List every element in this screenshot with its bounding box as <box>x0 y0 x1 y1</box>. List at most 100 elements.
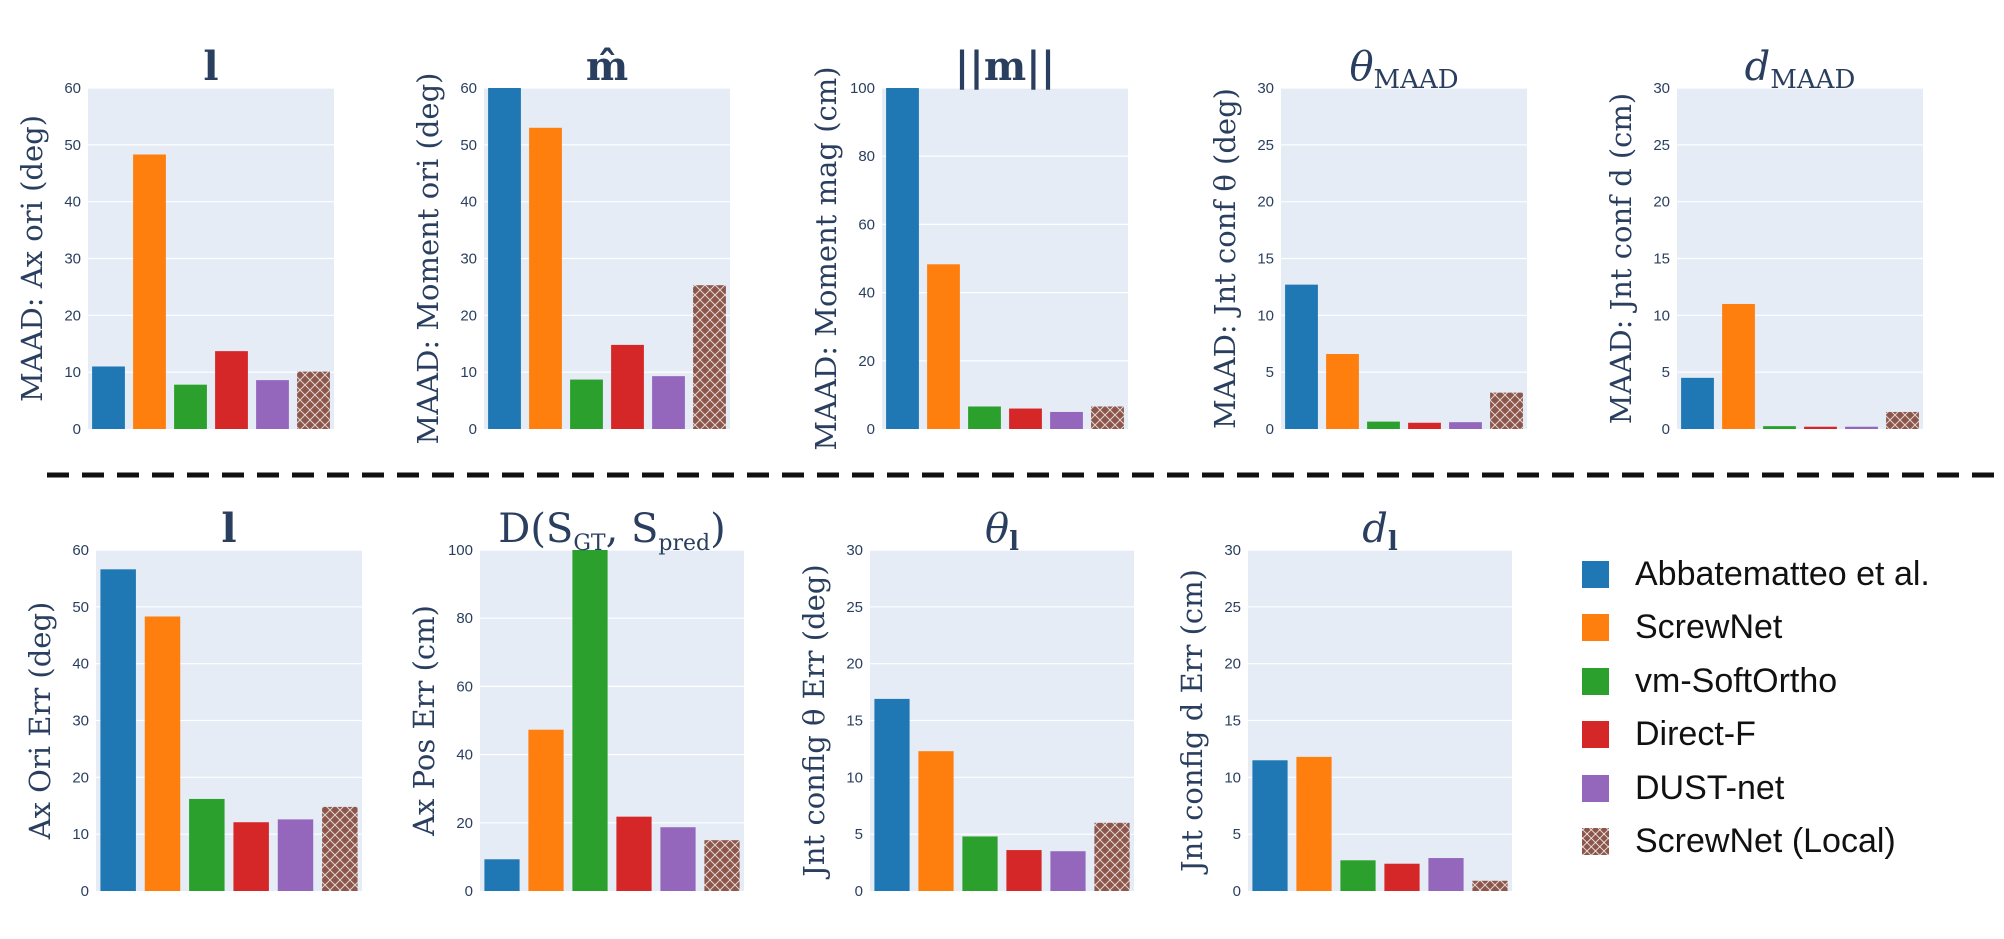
bar-screwnet <box>133 154 166 429</box>
y-axis-label: MAAD: Moment mag (cm) <box>809 66 843 450</box>
bar-dust-net <box>277 819 314 891</box>
y-tick-label: 0 <box>469 421 477 438</box>
bar-direct-f <box>233 822 269 891</box>
panel-title: dl <box>1362 506 1398 557</box>
y-tick-label: 15 <box>1653 251 1670 268</box>
y-tick-label: 60 <box>64 80 81 97</box>
y-tick-label: 30 <box>1653 80 1670 97</box>
y-tick-label: 50 <box>460 137 477 154</box>
legend-label: Abbatematteo et al. <box>1635 554 1930 593</box>
legend-label: vm-SoftOrtho <box>1635 661 1838 700</box>
y-axis-label: MAAD: Jnt conf θ (deg) <box>1208 88 1242 429</box>
y-tick-label: 20 <box>858 353 875 370</box>
bar-screwnet <box>1722 303 1755 429</box>
y-tick-label: 0 <box>465 883 473 900</box>
legend-item: ScrewNet (Local) <box>1582 820 1896 864</box>
y-tick-label: 30 <box>64 251 81 268</box>
chart-panel-9: 0 5 10 15 20 25 30 Jnt config d Err (cm) dl <box>1175 506 1512 900</box>
y-tick-label: 30 <box>460 251 477 268</box>
y-tick-label: 20 <box>72 769 89 786</box>
y-tick-label: 25 <box>1224 599 1241 616</box>
y-axis-label: MAAD: Ax ori (deg) <box>15 115 49 402</box>
y-axis-label: Jnt config d Err (cm) <box>1175 569 1209 875</box>
bar-dust-net <box>1050 411 1083 429</box>
bar-dust-net <box>1449 422 1482 429</box>
y-tick-label: 0 <box>73 421 81 438</box>
bar-dust-net <box>1050 851 1086 891</box>
bar-screwnet-local <box>297 371 330 429</box>
y-tick-label: 100 <box>448 542 473 559</box>
y-tick-label: 40 <box>64 194 81 211</box>
y-tick-label: 0 <box>1233 883 1241 900</box>
legend-swatch <box>1582 828 1609 855</box>
y-tick-label: 0 <box>1266 421 1274 438</box>
bar-vm-softortho <box>962 836 998 891</box>
y-tick-label: 60 <box>456 678 473 695</box>
y-tick-label: 20 <box>1224 656 1241 673</box>
bar-vm-softortho <box>174 384 207 429</box>
y-tick-label: 15 <box>1257 251 1274 268</box>
y-tick-label: 10 <box>460 364 477 381</box>
bar-direct-f <box>1384 863 1420 891</box>
y-tick-label: 20 <box>460 307 477 324</box>
y-tick-label: 40 <box>456 747 473 764</box>
chart-panel-6: 0 10 20 30 40 50 60 Ax Ori Err (deg) l <box>23 505 362 900</box>
bar-dust-net <box>256 380 289 429</box>
bar-dust-net <box>652 376 685 429</box>
panel-title: m̂ <box>586 43 628 90</box>
bar-direct-f <box>1408 422 1441 429</box>
bar-abbatematteo-et-al <box>92 366 125 429</box>
y-tick-label: 20 <box>64 307 81 324</box>
y-axis-label: MAAD: Jnt conf d (cm) <box>1604 93 1638 424</box>
bar-vm-softortho <box>1367 421 1400 429</box>
legend-item: Abbatematteo et al. <box>1582 552 1930 596</box>
bar-abbatematteo-et-al <box>1681 377 1714 429</box>
legend-item: DUST-net <box>1582 766 1784 810</box>
bar-direct-f <box>1006 850 1042 891</box>
y-tick-label: 30 <box>72 713 89 730</box>
chart-panel-5: 0 5 10 15 20 25 30 MAAD: Jnt conf d (cm) dMAAD <box>1604 44 1923 438</box>
bar-screwnet-local <box>1472 880 1508 891</box>
bar-dust-net <box>1428 858 1464 891</box>
bar-dust-net <box>1845 426 1878 429</box>
y-tick-label: 10 <box>1224 769 1241 786</box>
plot-background <box>882 88 1128 429</box>
plot-background <box>480 550 744 891</box>
chart-panel-4: 0 5 10 15 20 25 30 MAAD: Jnt conf θ (deg) θMAAD <box>1208 44 1527 438</box>
bar-vm-softortho <box>1340 860 1376 891</box>
bar-screwnet-local <box>1490 392 1523 429</box>
bar-abbatematteo-et-al <box>1252 760 1288 891</box>
bar-vm-softortho <box>189 798 225 891</box>
legend-item: vm-SoftOrtho <box>1582 659 1837 703</box>
legend-swatch <box>1582 614 1609 641</box>
y-tick-label: 25 <box>1257 137 1274 154</box>
bar-screwnet-local <box>1886 411 1919 429</box>
y-tick-label: 5 <box>1266 364 1274 381</box>
y-tick-label: 60 <box>72 542 89 559</box>
y-tick-label: 25 <box>1653 137 1670 154</box>
legend-label: DUST-net <box>1635 768 1785 807</box>
chart-panel-2: 0 10 20 30 40 50 60 MAAD: Moment ori (deg) m̂ <box>411 43 730 444</box>
bar-abbatematteo-et-al <box>484 859 520 891</box>
bar-direct-f <box>616 816 652 891</box>
y-tick-label: 80 <box>858 148 875 165</box>
y-tick-label: 0 <box>81 883 89 900</box>
bar-screwnet-local <box>704 840 740 891</box>
y-tick-label: 40 <box>460 194 477 211</box>
y-tick-label: 10 <box>1653 307 1670 324</box>
y-axis-label: Jnt config θ Err (deg) <box>797 564 831 879</box>
chart-panel-1: 0 10 20 30 40 50 60 MAAD: Ax ori (deg) l <box>15 43 334 438</box>
bar-direct-f <box>1804 426 1837 429</box>
y-tick-label: 50 <box>64 137 81 154</box>
y-tick-label: 10 <box>1257 307 1274 324</box>
legend-swatch <box>1582 721 1609 748</box>
y-tick-label: 5 <box>1233 826 1241 843</box>
bar-abbatematteo-et-al <box>1285 284 1318 429</box>
bar-vm-softortho <box>570 379 603 429</box>
legend-swatch <box>1582 774 1609 802</box>
y-tick-label: 0 <box>855 883 863 900</box>
y-tick-label: 10 <box>64 364 81 381</box>
bar-screwnet <box>1326 353 1359 429</box>
y-tick-label: 25 <box>846 599 863 616</box>
